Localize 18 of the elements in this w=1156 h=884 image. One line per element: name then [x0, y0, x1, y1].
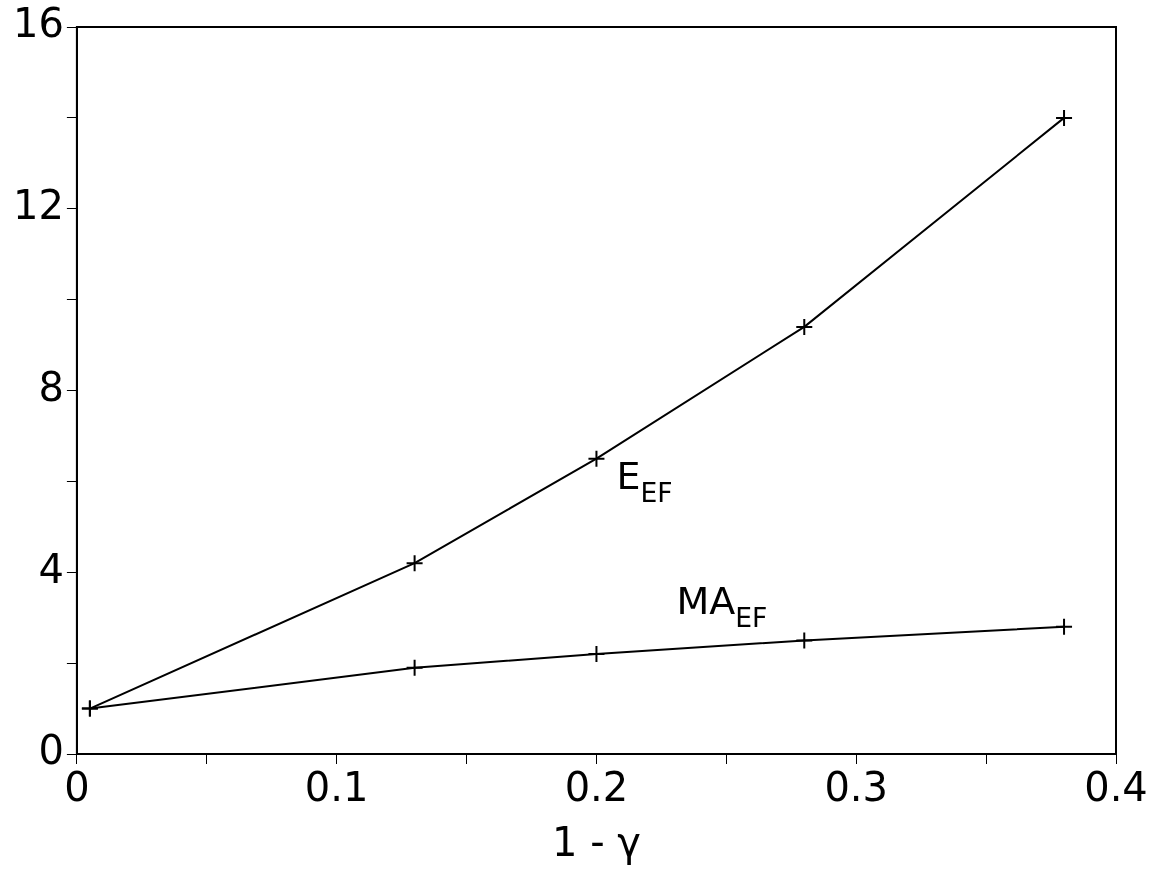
- y-tick-label: 12: [12, 182, 64, 229]
- point: [795, 631, 814, 650]
- point: [795, 317, 814, 336]
- point: [587, 645, 606, 664]
- x-tick-label: 0.2: [564, 764, 629, 811]
- point: [1055, 617, 1074, 636]
- point: [405, 554, 424, 573]
- point: [587, 449, 606, 468]
- point: [405, 658, 424, 677]
- x-tick-label: 0.1: [304, 764, 369, 811]
- y-tick-label: 16: [12, 0, 64, 47]
- x-axis-title: 1 - γ: [551, 819, 641, 866]
- x-tick-label: 0.4: [1084, 764, 1148, 811]
- y-tick-label: 0: [38, 727, 64, 774]
- point: [1055, 108, 1074, 127]
- x-tick-label: 0.3: [824, 764, 889, 811]
- y-tick-label: 4: [38, 545, 64, 592]
- y-tick-label: 8: [38, 363, 64, 410]
